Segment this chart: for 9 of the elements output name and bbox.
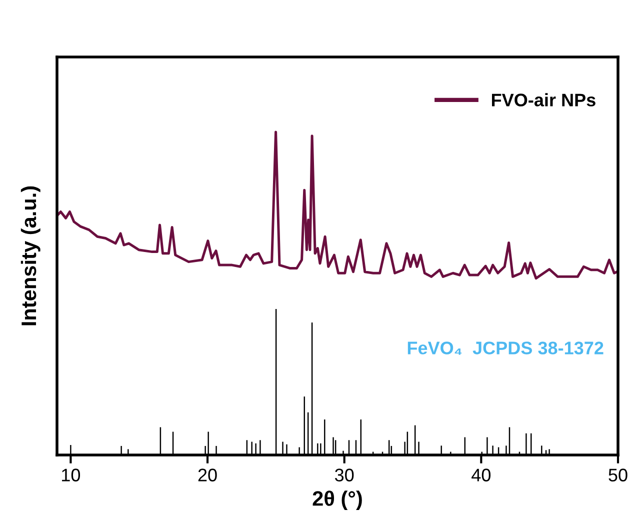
x-tick-label: 20 xyxy=(198,468,217,482)
annotation: FeVO₄ JCPDS 38-1372 xyxy=(408,342,604,355)
x-tick-label: 40 xyxy=(472,468,491,482)
y-axis-title: Intensity (a.u.) xyxy=(20,186,40,326)
x-axis-title: 2θ (°) xyxy=(312,490,362,510)
legend-label: FVO-air NPs xyxy=(492,93,596,106)
x-tick-label: 50 xyxy=(608,468,628,482)
x-tick-label: 10 xyxy=(62,468,80,482)
x-tick-label: 30 xyxy=(334,468,354,482)
